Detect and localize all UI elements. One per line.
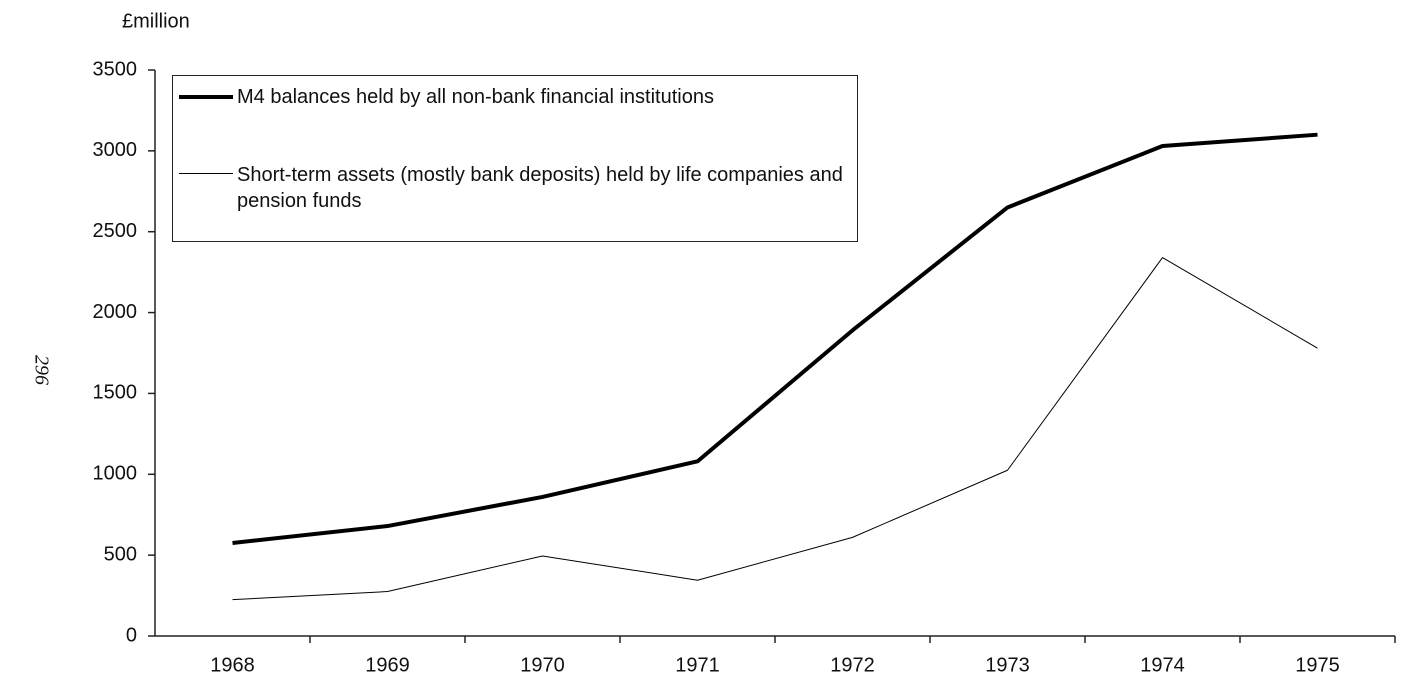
legend: M4 balances held by all non-bank financi… [172,75,858,242]
y-tick-label: 3000 [93,139,138,161]
x-tick-label: 1969 [365,654,410,676]
y-tick-label: 3500 [93,58,138,80]
y-axis-label: £million [122,10,190,32]
y-tick-label: 1500 [93,382,138,404]
y-tick-label: 2500 [93,220,138,242]
page-number: 296 [30,355,52,385]
series-line [232,132,1318,546]
x-tick-label: 1973 [985,654,1030,676]
legend-entry: M4 balances held by all non-bank financi… [179,84,851,110]
legend-entry: Short-term assets (mostly bank deposits)… [179,162,851,214]
legend-swatch [179,173,233,174]
x-tick-label: 1974 [1140,654,1185,676]
x-tick-label: 1971 [675,654,720,676]
y-tick-label: 2000 [93,301,138,323]
x-tick-label: 1970 [520,654,565,676]
y-tick-label: 1000 [93,463,138,485]
x-tick-label: 1975 [1295,654,1340,676]
y-tick-label: 0 [126,624,137,646]
legend-label: M4 balances held by all non-bank financi… [237,86,714,108]
series-line [232,257,1318,601]
legend-label: Short-term assets (mostly bank deposits)… [237,164,843,212]
legend-swatch [179,95,233,99]
x-tick-label: 1968 [210,654,255,676]
x-tick-label: 1972 [830,654,875,676]
y-tick-label: 500 [104,543,137,565]
